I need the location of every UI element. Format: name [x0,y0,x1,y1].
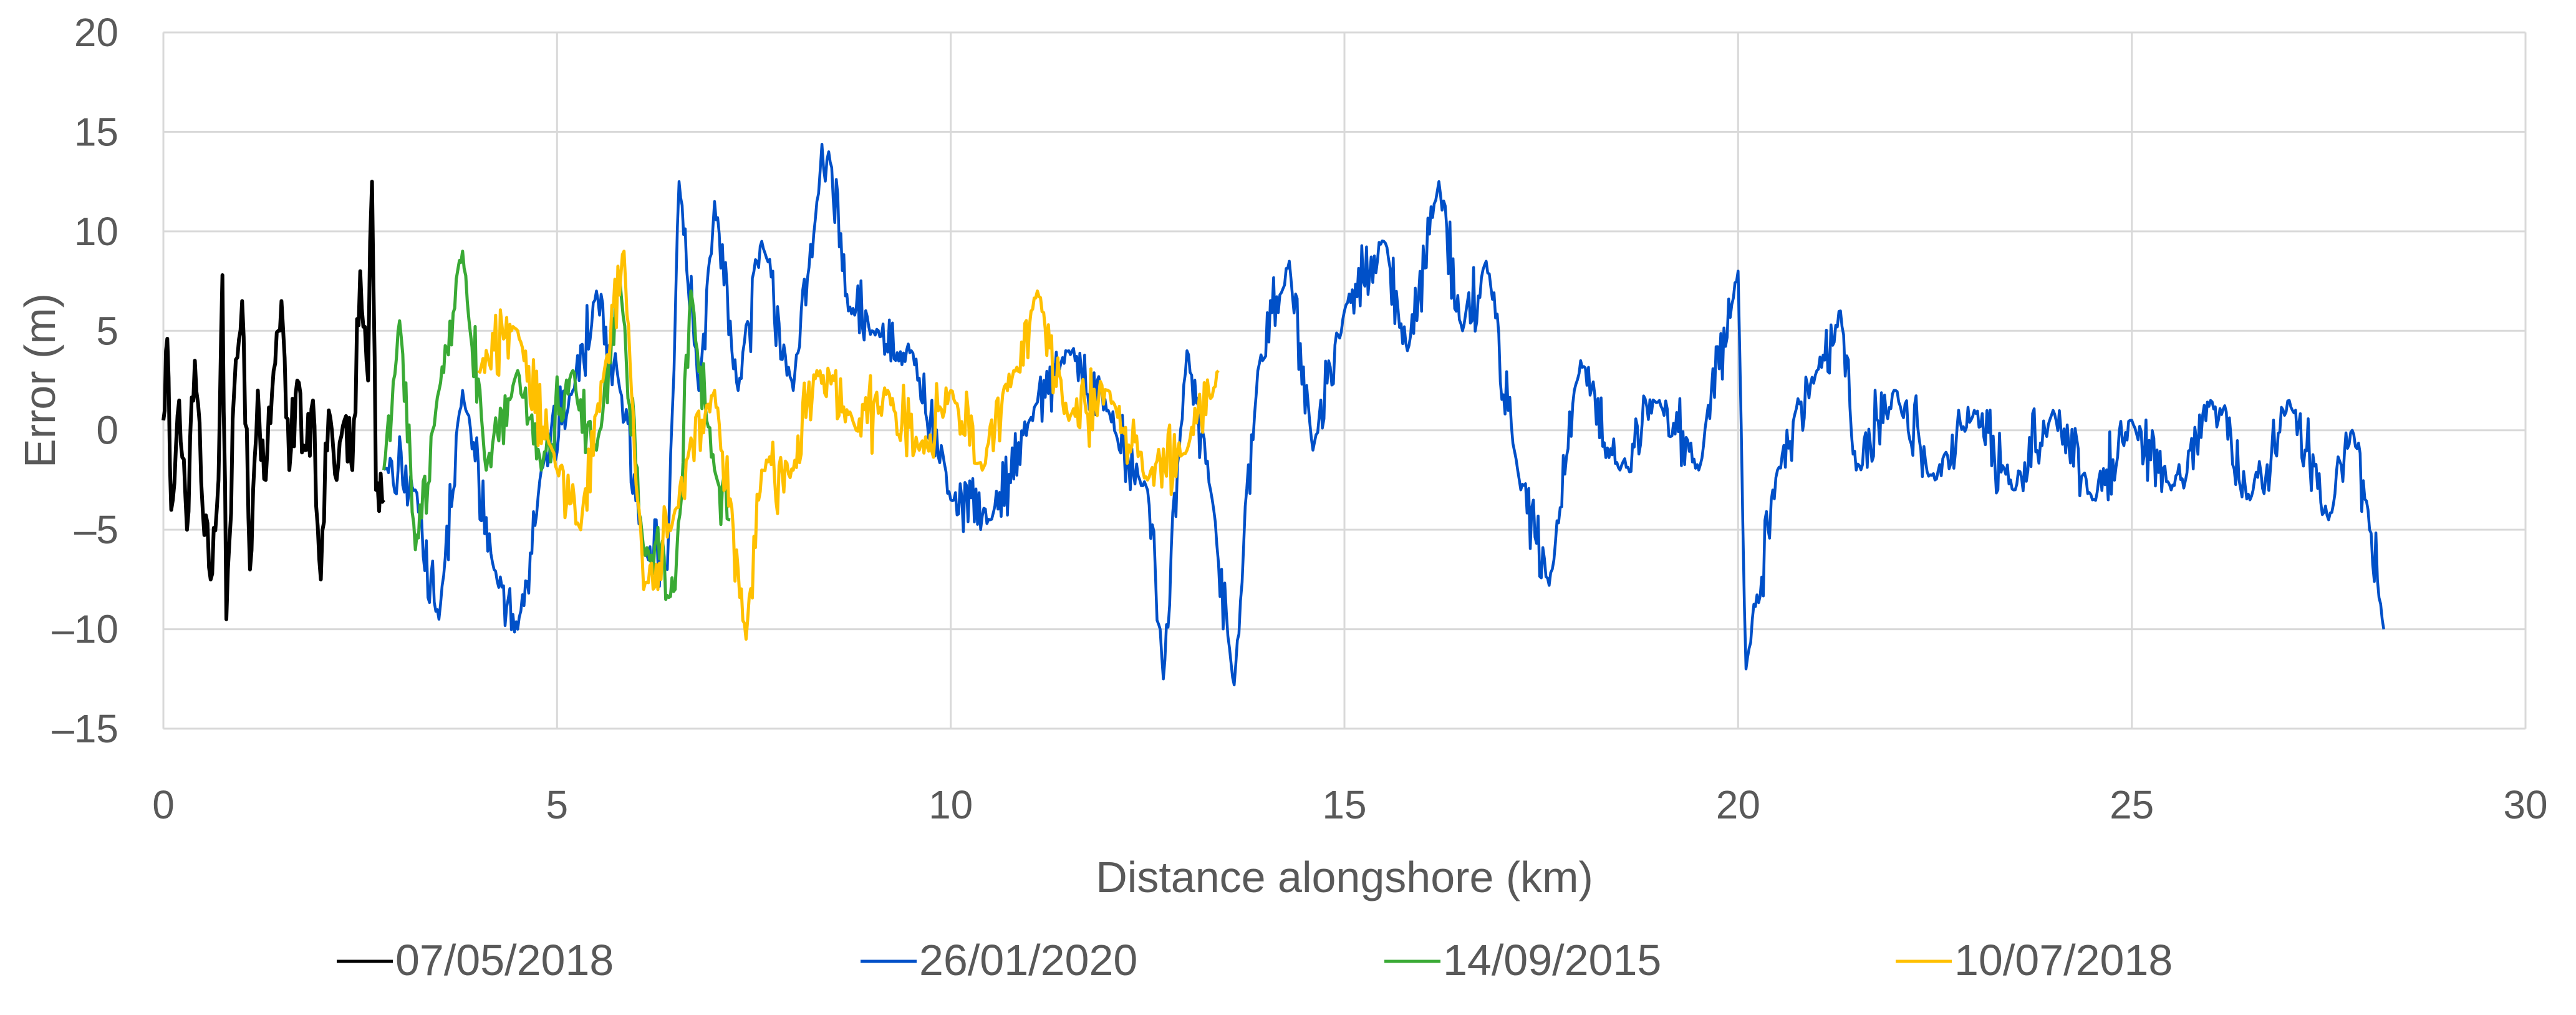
y-tick-label: 5 [96,308,118,353]
x-tick-label: 0 [152,782,175,827]
x-tick-label: 10 [929,782,973,827]
x-axis-title: Distance alongshore (km) [1096,853,1593,901]
y-tick-label: 10 [74,209,118,254]
series-line-2 [382,142,2385,687]
x-axis-ticks: 0 5 10 15 20 25 30 [152,782,2547,827]
y-tick-label: 15 [74,109,118,154]
x-tick-label: 25 [2110,782,2154,827]
series-line-1 [162,180,385,621]
x-tick-label: 30 [2503,782,2547,827]
y-tick-label: –10 [52,607,118,652]
legend: 07/05/2018 26/01/2020 14/09/2015 10/07/2018 [337,936,2173,984]
series-lines [162,142,2385,687]
legend-label: 26/01/2020 [919,936,1137,984]
y-tick-label: –5 [74,507,118,552]
y-tick-label: 0 [96,408,118,453]
y-tick-label: –15 [52,706,118,751]
legend-label: 14/09/2015 [1443,936,1661,984]
legend-label: 10/07/2018 [1954,936,2173,984]
grid [162,31,2527,730]
legend-label: 07/05/2018 [395,936,614,984]
y-axis-title: Error (m) [16,293,64,468]
x-tick-label: 5 [546,782,569,827]
series-line-4 [477,250,1220,641]
y-axis-ticks: –15 –10 –5 0 5 10 15 20 [52,10,118,751]
series-line-3 [382,250,731,601]
x-tick-label: 20 [1716,782,1760,827]
x-tick-label: 15 [1322,782,1366,827]
y-tick-label: 20 [74,10,118,55]
